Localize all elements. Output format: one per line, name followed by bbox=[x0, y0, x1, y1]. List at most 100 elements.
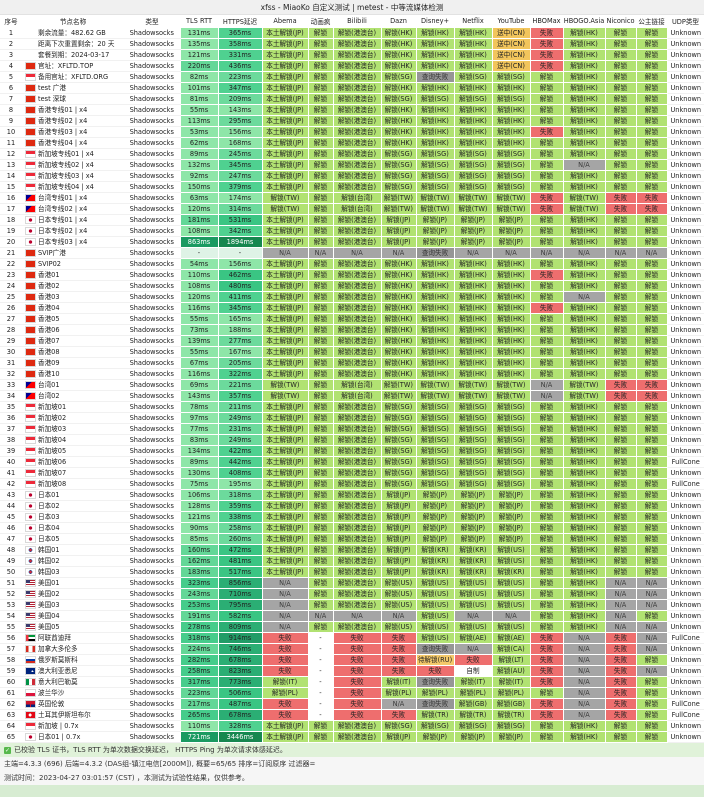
cell-disney: 解锁(SG) bbox=[415, 434, 455, 446]
cell-protocol-type: Shadowsocks bbox=[124, 203, 180, 215]
cell-protocol-type: Shadowsocks bbox=[124, 159, 180, 171]
cell-abema: 失败 bbox=[261, 654, 309, 666]
cell-disney: 解锁(HK) bbox=[415, 335, 455, 347]
table-row: 53 美国03 Shadowsocks 253ms 795ms N/A 解锁 解锁(港澳台) 解… bbox=[0, 599, 704, 611]
cell-protocol-type: Shadowsocks bbox=[124, 676, 180, 688]
cell-hbogo-asia: 解锁(HK) bbox=[562, 445, 606, 457]
cell-bilibili: 解锁(港澳台) bbox=[332, 258, 382, 270]
cell-princess-connect: 解锁 bbox=[635, 654, 668, 666]
node-name: 澳大利亚悉尼 bbox=[38, 667, 78, 675]
tw-flag-icon bbox=[25, 194, 36, 202]
cell-hbogo-asia: 解锁(HK) bbox=[562, 489, 606, 501]
cell-node-name: 阿联酋迪拜 bbox=[22, 632, 124, 644]
table-row: 9 香港专线02 | x4 Shadowsocks 113ms 295ms 本土解锁(JP… bbox=[0, 115, 704, 127]
cell-bilibili: 失败 bbox=[332, 654, 382, 666]
cell-youtube: 送中(CN) bbox=[491, 60, 531, 72]
cell-bilibili: 解锁(台湾) bbox=[332, 192, 382, 204]
us-flag-icon bbox=[25, 601, 36, 609]
cell-hbogo-asia: 解锁(HK) bbox=[562, 368, 606, 380]
cell-https-ping: 231ms bbox=[217, 423, 263, 435]
cell-node-name: 韩国03 bbox=[22, 566, 124, 578]
node-name: 阿联酋迪拜 bbox=[38, 634, 71, 642]
cell-https-ping: 342ms bbox=[217, 225, 263, 237]
cell-hbomax: 失败 bbox=[529, 654, 564, 666]
cell-index: 36 bbox=[0, 412, 22, 424]
cell-protocol-type: Shadowsocks bbox=[124, 621, 180, 633]
cell-hbomax: 解锁 bbox=[529, 731, 564, 743]
cell-tls-rtt: 721ms bbox=[179, 731, 219, 743]
node-name: 新加坡05 bbox=[38, 447, 67, 455]
cell-youtube: 解锁(TW) bbox=[491, 192, 531, 204]
cell-niconico: 解锁 bbox=[604, 467, 637, 479]
node-name: 香港05 bbox=[38, 315, 60, 323]
cell-youtube: 解锁(TR) bbox=[491, 709, 531, 721]
cell-hbomax: 解锁 bbox=[529, 456, 564, 468]
cell-tls-rtt: 191ms bbox=[179, 610, 219, 622]
cell-abema: 本土解锁(JP) bbox=[261, 467, 309, 479]
node-name: 香港08 bbox=[38, 348, 60, 356]
cell-tls-rtt: 55ms bbox=[179, 313, 219, 325]
cell-hbomax: 失败 bbox=[529, 665, 564, 677]
cell-hbogo-asia: 解锁(HK) bbox=[562, 104, 606, 116]
cell-niconico: 解锁 bbox=[604, 346, 637, 358]
cell-dazn: 失败 bbox=[380, 654, 417, 666]
cell-index: 62 bbox=[0, 698, 22, 710]
cell-dazn: N/A bbox=[380, 698, 417, 710]
cell-dazn: 解锁(SG) bbox=[380, 71, 417, 83]
node-name: 套餐到期：2024-03-17 bbox=[38, 51, 110, 59]
cell-index: 30 bbox=[0, 346, 22, 358]
cell-abema: 解锁(TW) bbox=[261, 379, 309, 391]
cell-hbomax: 解锁 bbox=[529, 291, 564, 303]
cell-princess-connect: N/A bbox=[635, 632, 668, 644]
cell-hbogo-asia: N/A bbox=[562, 247, 606, 259]
node-name: SVIP广港 bbox=[38, 249, 66, 257]
cell-bilibili: N/A bbox=[332, 610, 382, 622]
table-row: 57 加拿大多伦多 Shadowsocks 224ms 746ms 失败 - 失败 失败 查询失败… bbox=[0, 643, 704, 655]
cell-dazn: 解锁(HK) bbox=[380, 60, 417, 72]
cell-netflix: 解锁(SG) bbox=[453, 181, 493, 193]
cell-tls-rtt: 143ms bbox=[179, 390, 219, 402]
column-header-type: 类型 bbox=[124, 15, 180, 28]
cell-disney: 解锁(SG) bbox=[415, 423, 455, 435]
cell-bilibili: 解锁(港澳台) bbox=[332, 214, 382, 226]
cell-tls-rtt: 134ms bbox=[179, 445, 219, 457]
cell-youtube: 解锁(SG) bbox=[491, 93, 531, 105]
cell-anime: 解锁 bbox=[307, 49, 334, 61]
cell-netflix: 解锁(HK) bbox=[453, 82, 493, 94]
node-name: 韩国01 bbox=[38, 546, 60, 554]
cell-hbomax: 解锁 bbox=[529, 621, 564, 633]
cell-https-ping: 188ms bbox=[217, 324, 263, 336]
cell-youtube: 解锁(SG) bbox=[491, 401, 531, 413]
cell-protocol-type: Shadowsocks bbox=[124, 126, 180, 138]
column-header-https-ping: HTTPS延迟 bbox=[218, 15, 262, 28]
cell-disney: 查询失败 bbox=[415, 71, 455, 83]
cell-node-name: 澳大利亚悉尼 bbox=[22, 665, 124, 677]
cell-index: 53 bbox=[0, 599, 22, 611]
cell-disney: 解锁(JP) bbox=[415, 489, 455, 501]
cell-abema: N/A bbox=[261, 610, 309, 622]
cell-index: 43 bbox=[0, 489, 22, 501]
node-name: 台湾01 bbox=[38, 381, 60, 389]
cell-index: 63 bbox=[0, 709, 22, 721]
node-name: 韩国02 bbox=[38, 557, 60, 565]
cell-netflix: 解锁(AE) bbox=[453, 632, 493, 644]
cell-disney: 解锁(HK) bbox=[415, 60, 455, 72]
cell-node-name: 新加坡05 bbox=[22, 445, 124, 457]
cell-princess-connect: 解锁 bbox=[635, 434, 668, 446]
cell-youtube: 解锁(SG) bbox=[491, 412, 531, 424]
node-name: 日本02 bbox=[38, 502, 60, 510]
cell-node-name: 香港04 bbox=[22, 302, 124, 314]
cell-dazn: 解锁(US) bbox=[380, 577, 417, 589]
cell-netflix: 解锁(GB) bbox=[453, 698, 493, 710]
cell-index: 60 bbox=[0, 676, 22, 688]
cell-princess-connect: 解锁 bbox=[635, 610, 668, 622]
cell-node-name: 日本专线03 | x4 bbox=[22, 236, 124, 248]
cell-tls-rtt: 62ms bbox=[179, 137, 219, 149]
cell-protocol-type: Shadowsocks bbox=[124, 313, 180, 325]
jp-flag-icon bbox=[25, 216, 36, 224]
cell-princess-connect: 解锁 bbox=[635, 302, 668, 314]
cell-abema: 本土解锁(JP) bbox=[261, 544, 309, 556]
cell-princess-connect: N/A bbox=[635, 621, 668, 633]
cell-disney: 解锁(SG) bbox=[415, 467, 455, 479]
cell-node-name: 日本05 bbox=[22, 533, 124, 545]
